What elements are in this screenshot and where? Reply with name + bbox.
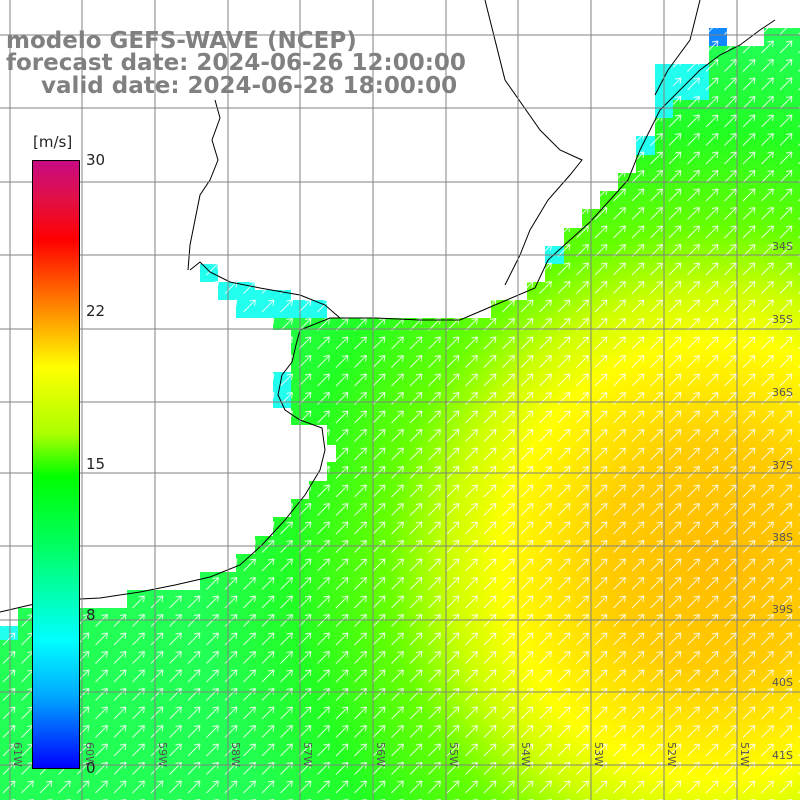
colorbar-tick: 22 <box>86 302 106 320</box>
colorbar-tick: 15 <box>86 455 106 473</box>
lon-label: 56W <box>374 742 387 767</box>
border-line <box>187 99 221 271</box>
lat-label: 36S <box>772 386 793 399</box>
lat-label: 41S <box>772 749 793 762</box>
lat-label: 35S <box>772 313 793 326</box>
colorbar-unit: [m/s] <box>33 133 73 151</box>
lat-label: 39S <box>772 603 793 616</box>
lon-label: 58W <box>229 742 242 767</box>
colorbar-tick: 30 <box>86 151 106 169</box>
lon-label: 51W <box>738 742 751 767</box>
lat-label: 34S <box>772 240 793 253</box>
model-title: modelo GEFS-WAVE (NCEP) <box>6 28 357 54</box>
river-plate-north-shore <box>189 261 341 319</box>
wind-vectors <box>0 28 800 800</box>
lon-label: 61W <box>11 742 24 767</box>
lon-label: 52W <box>665 742 678 767</box>
lon-label: 57W <box>301 742 314 767</box>
lon-label: 53W <box>592 742 605 767</box>
lagoon-line <box>504 79 583 286</box>
forecast-date: forecast date: 2024-06-26 12:00:00 <box>6 50 466 76</box>
lat-label: 38S <box>772 531 793 544</box>
colorbar <box>32 160 80 769</box>
lat-label: 37S <box>772 459 793 472</box>
lon-label: 55W <box>447 742 460 767</box>
valid-date: valid date: 2024-06-28 18:00:00 <box>41 73 458 99</box>
colorbar-tick: 8 <box>86 606 96 624</box>
ocean-wind-field <box>0 28 800 800</box>
lon-label: 54W <box>519 742 532 767</box>
colorbar-tick: 0 <box>86 759 96 777</box>
lon-label: 59W <box>156 742 169 767</box>
lat-label: 40S <box>772 676 793 689</box>
